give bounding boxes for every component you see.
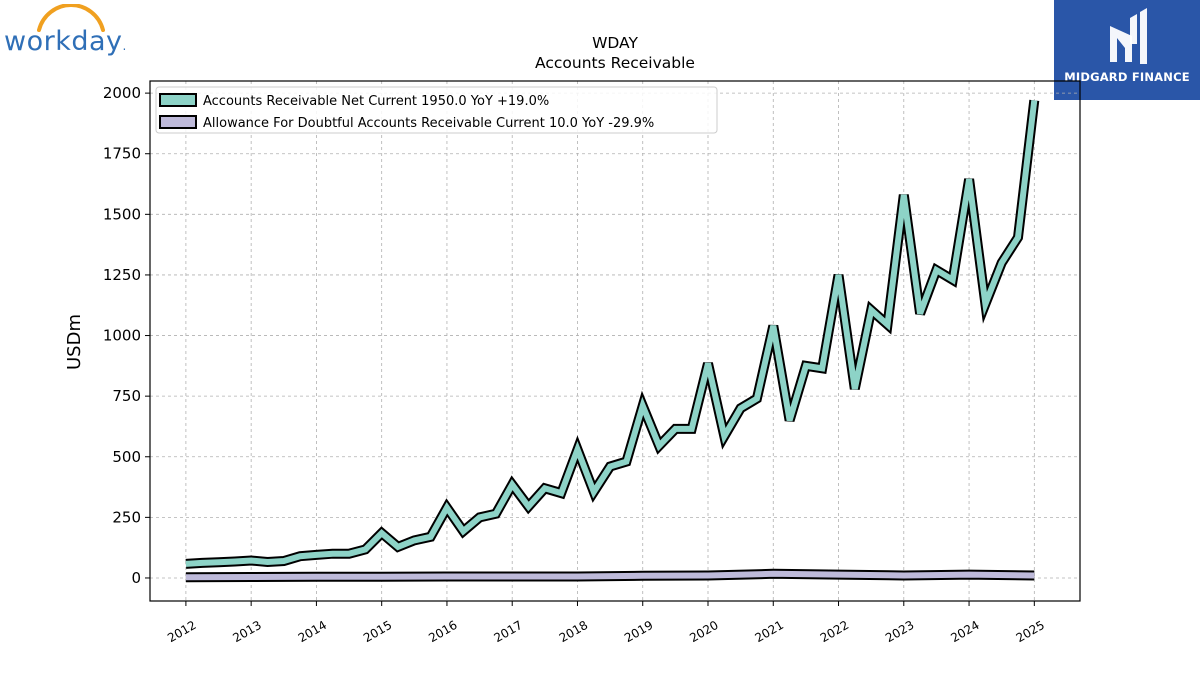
x-tick-label: 2016 [426,618,459,645]
y-tick-label: 500 [112,448,141,466]
plot-frame [149,80,1081,602]
chart-subtitle: Accounts Receivable [535,54,695,72]
y-axis-ticks: 0 250 500 750 1000 1250 1500 1750 2000 [103,84,150,587]
y-tick-label: 1500 [103,205,141,223]
x-tick-label: 2012 [165,618,198,645]
midgard-emblem-icon [1110,8,1147,64]
midgard-finance-name: MIDGARD FINANCE [1064,70,1190,84]
x-tick-label: 2019 [622,618,655,645]
legend-entry-label: Accounts Receivable Net Current 1950.0 Y… [203,94,549,109]
x-tick-label: 2022 [818,618,851,645]
chart-title: WDAY [592,34,638,52]
series-line [185,100,1038,567]
y-tick-label: 1250 [103,266,141,284]
y-tick-label: 250 [112,508,141,526]
midgard-finance-logo: MIDGARD FINANCE [1054,0,1200,100]
workday-arc-icon [37,4,105,32]
y-tick-label: 1000 [103,327,141,345]
grid-lines [150,81,1080,601]
x-tick-label: 2025 [1014,618,1047,645]
x-tick-label: 2017 [491,618,524,645]
y-tick-label: 750 [112,387,141,405]
y-tick-label: 0 [131,569,141,587]
x-tick-label: 2023 [883,618,916,645]
y-axis-label: USDm [64,314,85,370]
legend: Accounts Receivable Net Current 1950.0 Y… [155,86,718,134]
legend-swatch [159,93,197,107]
series-lines [185,99,1040,583]
series-line-outline [185,99,1040,569]
legend-box [155,86,718,134]
x-axis-ticks: 2012 2013 2014 2015 2016 2017 2018 2019 2020 2021… [165,601,1047,645]
x-tick-label: 2014 [296,618,329,645]
x-tick-label: 2024 [948,618,981,645]
x-tick-label: 2013 [230,618,263,645]
workday-wordmark: workday. [4,26,127,57]
legend-entry-label: Allowance For Doubtful Accounts Receivab… [203,116,654,131]
x-tick-label: 2015 [361,618,394,645]
x-tick-label: 2018 [557,618,590,645]
x-tick-label: 2021 [753,618,786,645]
workday-logo: workday. [4,4,136,60]
y-tick-label: 2000 [103,84,141,102]
y-tick-label: 1750 [103,145,141,163]
x-tick-label: 2020 [687,618,720,645]
legend-swatch [159,115,197,129]
series-line [185,570,1035,581]
